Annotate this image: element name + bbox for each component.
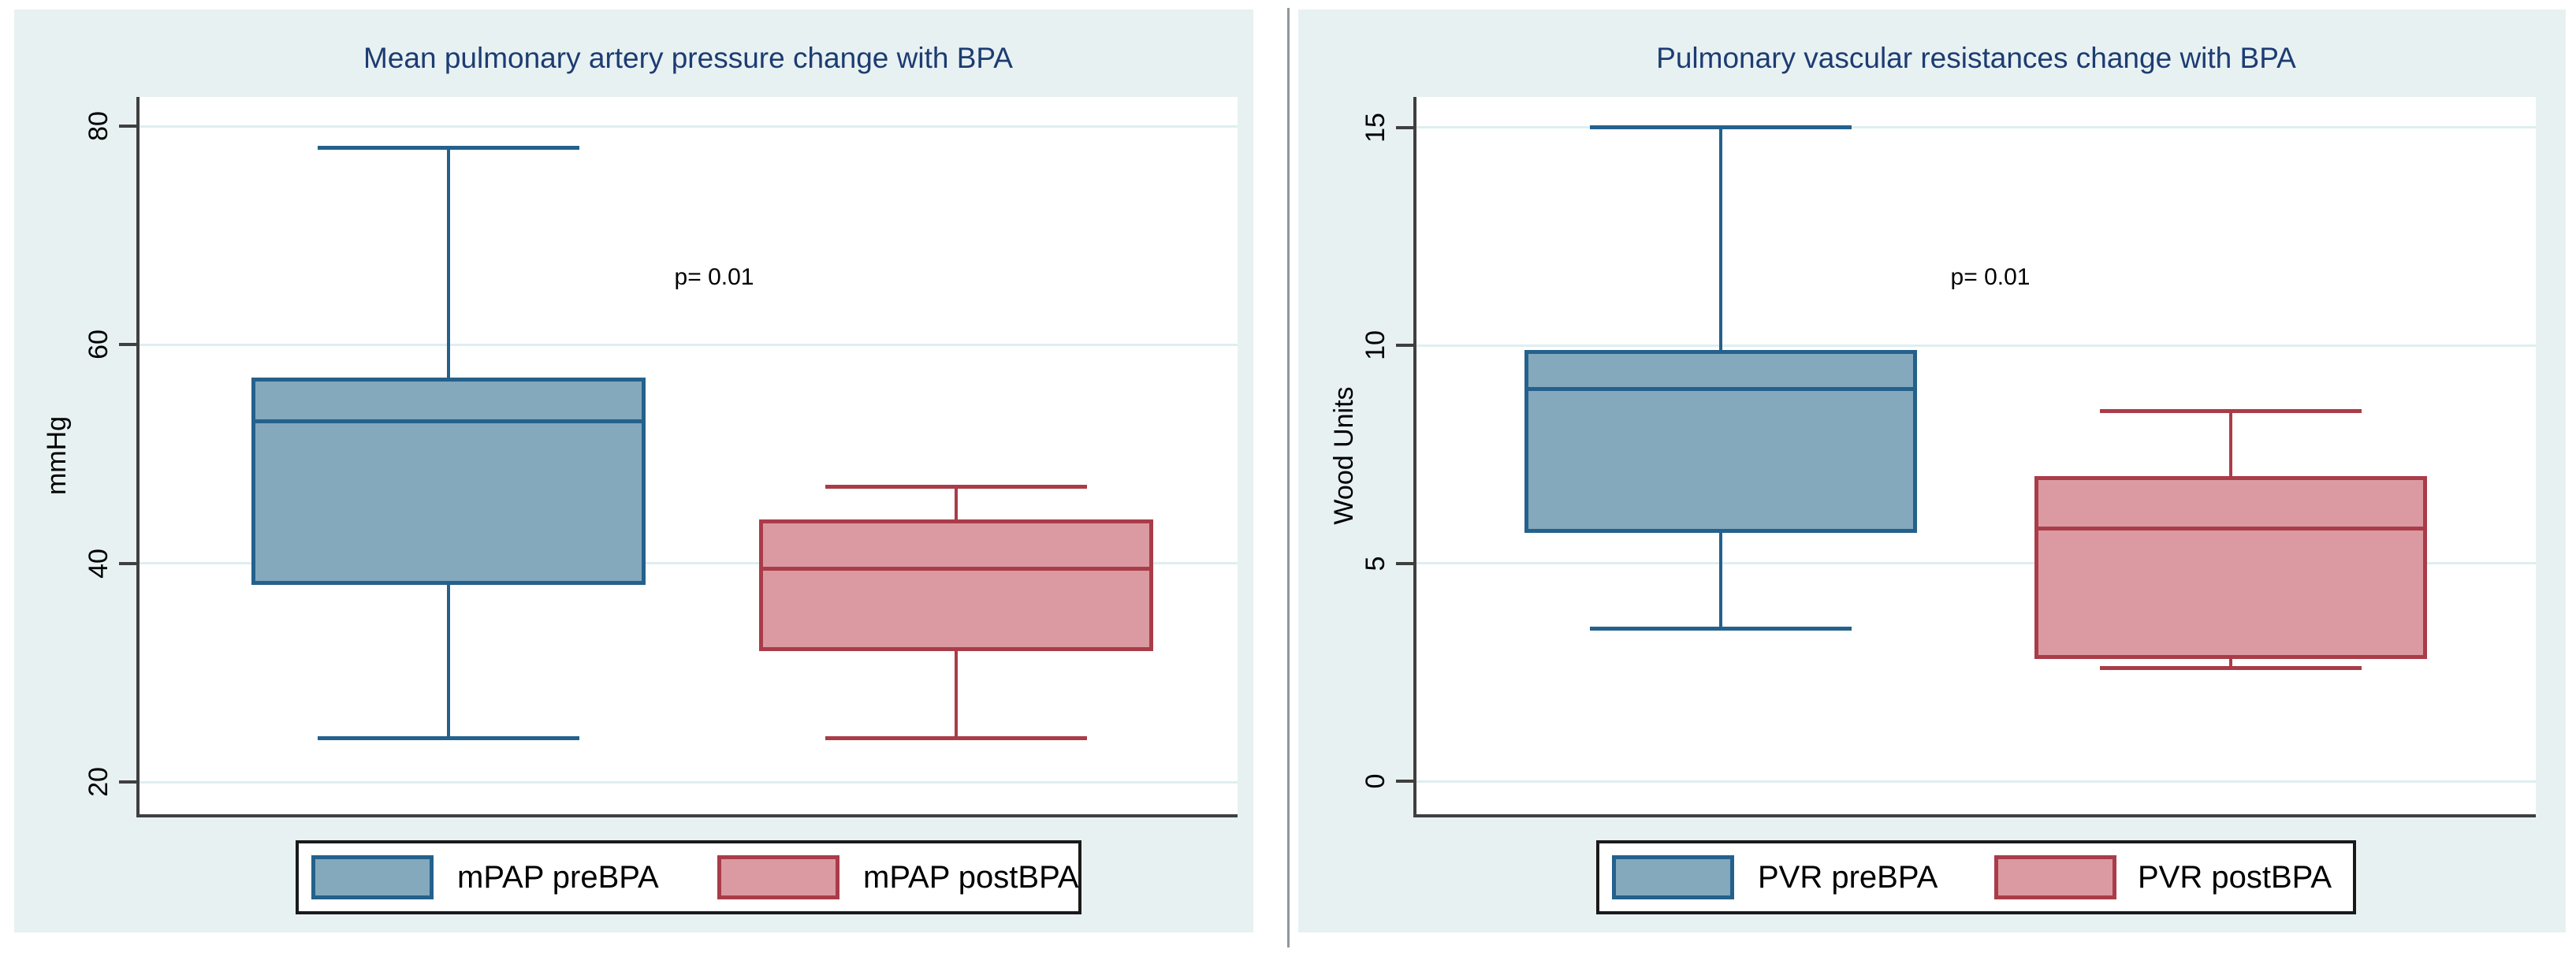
legend-label: PVR postBPA xyxy=(2138,860,2332,895)
legend-label: PVR preBPA xyxy=(1758,860,1938,895)
chart-title: Mean pulmonary artery pressure change wi… xyxy=(363,41,1013,74)
boxplot-pre-upper-cap xyxy=(1590,125,1852,130)
boxplot-pre-box xyxy=(1524,349,1917,533)
y-axis-line xyxy=(136,97,140,814)
legend-label: mPAP postBPA xyxy=(863,860,1079,895)
tick-label: 0 xyxy=(1361,773,1390,789)
gridline xyxy=(140,125,1238,128)
y-axis-title: Wood Units xyxy=(1329,386,1359,525)
x-axis-line xyxy=(136,814,1238,817)
boxplot-post-lower-stem xyxy=(2229,659,2232,668)
p-value-annotation: p= 0.01 xyxy=(1950,264,2031,290)
boxplot-post-box xyxy=(2034,476,2427,660)
boxplot-post-median-line xyxy=(2034,526,2427,530)
tick-label: 15 xyxy=(1361,112,1390,143)
boxplot-pre-upper-stem xyxy=(447,147,450,378)
tick-mark xyxy=(119,125,136,128)
tick-label: 40 xyxy=(84,548,114,579)
tick-label: 20 xyxy=(84,767,114,797)
y-axis-title: mmHg xyxy=(42,415,72,496)
panel-divider xyxy=(1287,8,1290,947)
gridline xyxy=(1416,126,2536,129)
legend-swatch-post xyxy=(1994,855,2116,899)
boxplot-pre-lower-cap xyxy=(1590,627,1852,631)
boxplot-post-lower-stem xyxy=(955,650,958,739)
tick-label: 80 xyxy=(84,111,114,141)
tick-mark xyxy=(119,561,136,565)
boxplot-post-lower-cap xyxy=(2100,665,2362,670)
boxplot-post-lower-cap xyxy=(825,736,1087,740)
tick-label: 10 xyxy=(1361,330,1390,361)
tick-mark xyxy=(119,343,136,347)
boxplot-pre-median-line xyxy=(251,419,646,423)
tick-label: 60 xyxy=(84,329,114,360)
boxplot-pre-median-line xyxy=(1524,387,1917,392)
tick-mark xyxy=(1396,561,1413,565)
p-value-annotation: p= 0.01 xyxy=(674,264,754,290)
boxplot-pre-lower-cap xyxy=(318,736,579,740)
gridline xyxy=(140,780,1238,784)
legend-box xyxy=(1596,840,2356,914)
boxplot-pre-lower-stem xyxy=(1719,533,1722,629)
chart-title: Pulmonary vascular resistances change wi… xyxy=(1656,41,2296,74)
boxplot-post-upper-cap xyxy=(825,485,1087,490)
boxplot-post-upper-stem xyxy=(955,486,958,520)
boxplot-pre-upper-stem xyxy=(1719,127,1722,350)
tick-mark xyxy=(119,780,136,784)
boxplot-post-median-line xyxy=(759,567,1153,571)
gridline xyxy=(140,562,1238,565)
y-axis-line xyxy=(1413,97,1416,814)
tick-mark xyxy=(1396,780,1413,783)
gridline xyxy=(1416,780,2536,783)
legend-swatch-pre xyxy=(1612,855,1734,899)
legend-label: mPAP preBPA xyxy=(457,860,659,895)
boxplot-post-box xyxy=(759,519,1153,651)
boxplot-pre-upper-cap xyxy=(318,146,579,151)
tick-mark xyxy=(1396,344,1413,348)
gridline xyxy=(1416,344,2536,347)
tick-label: 5 xyxy=(1361,556,1390,571)
gridline xyxy=(140,343,1238,346)
boxplot-post-upper-cap xyxy=(2100,408,2362,413)
boxplot-pre-box xyxy=(251,377,646,586)
tick-mark xyxy=(1396,125,1413,129)
legend-swatch-post xyxy=(717,855,839,899)
legend-swatch-pre xyxy=(311,855,434,899)
x-axis-line xyxy=(1413,814,2536,817)
gridline xyxy=(1416,562,2536,565)
boxplot-post-upper-stem xyxy=(2229,411,2232,477)
boxplot-pre-lower-stem xyxy=(447,585,450,739)
